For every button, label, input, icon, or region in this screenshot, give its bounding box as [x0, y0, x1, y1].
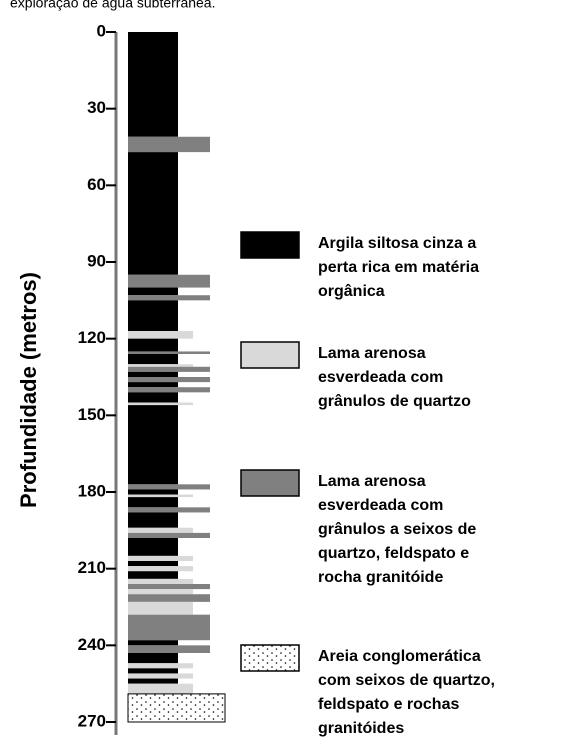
layer-gravel-mud	[128, 377, 210, 383]
legend-text: esverdeada com	[318, 497, 443, 514]
layer-mud	[128, 555, 193, 561]
layer-mud	[128, 589, 193, 595]
legend-text: esverdeada com	[318, 369, 443, 386]
legend-text: orgânica	[318, 283, 385, 300]
depth-tick-label: 270	[78, 711, 106, 730]
layer-gravel-mud	[128, 274, 210, 288]
depth-tick-label: 30	[87, 98, 106, 117]
layer-clay	[128, 338, 178, 352]
layer-sand	[127, 693, 226, 723]
legend-swatch	[240, 231, 300, 259]
legend-text: grânulos de quartzo	[318, 393, 471, 410]
legend-text: grânulos a seixos de	[318, 521, 476, 538]
layer-mud	[128, 663, 193, 669]
depth-tick-label: 90	[87, 251, 106, 270]
layer-gravel-mud	[128, 507, 210, 513]
layer-mud	[128, 601, 193, 615]
depth-tick-label: 120	[78, 328, 106, 347]
depth-tick-label: 180	[78, 481, 106, 500]
layer-gravel-mud	[128, 295, 210, 301]
layer-gravel-mud	[128, 594, 210, 602]
layer-clay	[128, 152, 178, 275]
layer-clay	[128, 405, 178, 485]
layer-clay	[128, 32, 178, 137]
layer-gravel-mud	[128, 366, 210, 372]
layer-clay	[128, 653, 178, 664]
legend-text: rocha granitóide	[318, 569, 443, 586]
legend-text: Areia conglomerática	[318, 648, 481, 665]
layer-mud	[128, 494, 193, 498]
layer-clay	[128, 371, 178, 377]
axis-label: Profundidade (metros)	[16, 272, 41, 508]
layer-gravel-mud	[128, 484, 210, 490]
layer-clay	[128, 489, 178, 495]
layer-gravel-mud	[128, 584, 210, 590]
legend-text: feldspato e rochas	[318, 696, 459, 713]
legend-text: perta rica em matéria	[318, 259, 479, 276]
layer-clay	[128, 354, 178, 365]
layer-clay	[128, 300, 178, 331]
legend-text: Lama arenosa	[318, 473, 426, 490]
layer-clay	[128, 668, 178, 674]
layer-clay	[128, 538, 178, 556]
layer-clay	[128, 678, 178, 684]
layer-mud	[128, 673, 193, 679]
depth-tick-label: 210	[78, 558, 106, 577]
layer-clay	[128, 392, 178, 403]
depth-tick-label: 240	[78, 635, 106, 654]
legend-text: Lama arenosa	[318, 345, 426, 362]
layer-gravel-mud	[128, 645, 210, 653]
legend-text: granitóides	[318, 720, 404, 737]
layer-clay	[128, 382, 178, 388]
legend-text: quartzo, feldspato e	[318, 545, 469, 562]
caption: exploração de água subterrânea.	[10, 0, 215, 11]
layer-mud	[128, 566, 193, 572]
legend-text: com seixos de quartzo,	[318, 672, 495, 689]
layer-clay	[128, 512, 178, 528]
legend-swatch	[240, 469, 300, 497]
layer-clay	[128, 287, 178, 296]
layer-gravel-mud	[128, 387, 210, 393]
layer-clay	[128, 640, 178, 646]
depth-tick-label: 0	[97, 21, 106, 40]
legend-text: Argila siltosa cinza a	[318, 235, 476, 252]
layer-mud	[128, 683, 193, 694]
depth-tick-label: 60	[87, 175, 106, 194]
legend-swatch	[240, 341, 300, 369]
layer-gravel-mud	[128, 614, 210, 641]
layer-gravel-mud	[128, 136, 210, 153]
layer-mud	[128, 364, 193, 367]
layer-gravel-mud	[128, 532, 210, 538]
layer-clay	[128, 561, 178, 567]
layer-clay	[128, 571, 178, 579]
legend-swatch	[240, 644, 300, 672]
depth-tick-label: 150	[78, 405, 106, 424]
layer-mud	[128, 402, 193, 406]
layer-mud	[128, 578, 193, 584]
layer-mud	[128, 331, 193, 339]
layer-gravel-mud	[128, 351, 210, 354]
layer-clay	[128, 497, 178, 508]
layer-mud	[128, 527, 193, 533]
